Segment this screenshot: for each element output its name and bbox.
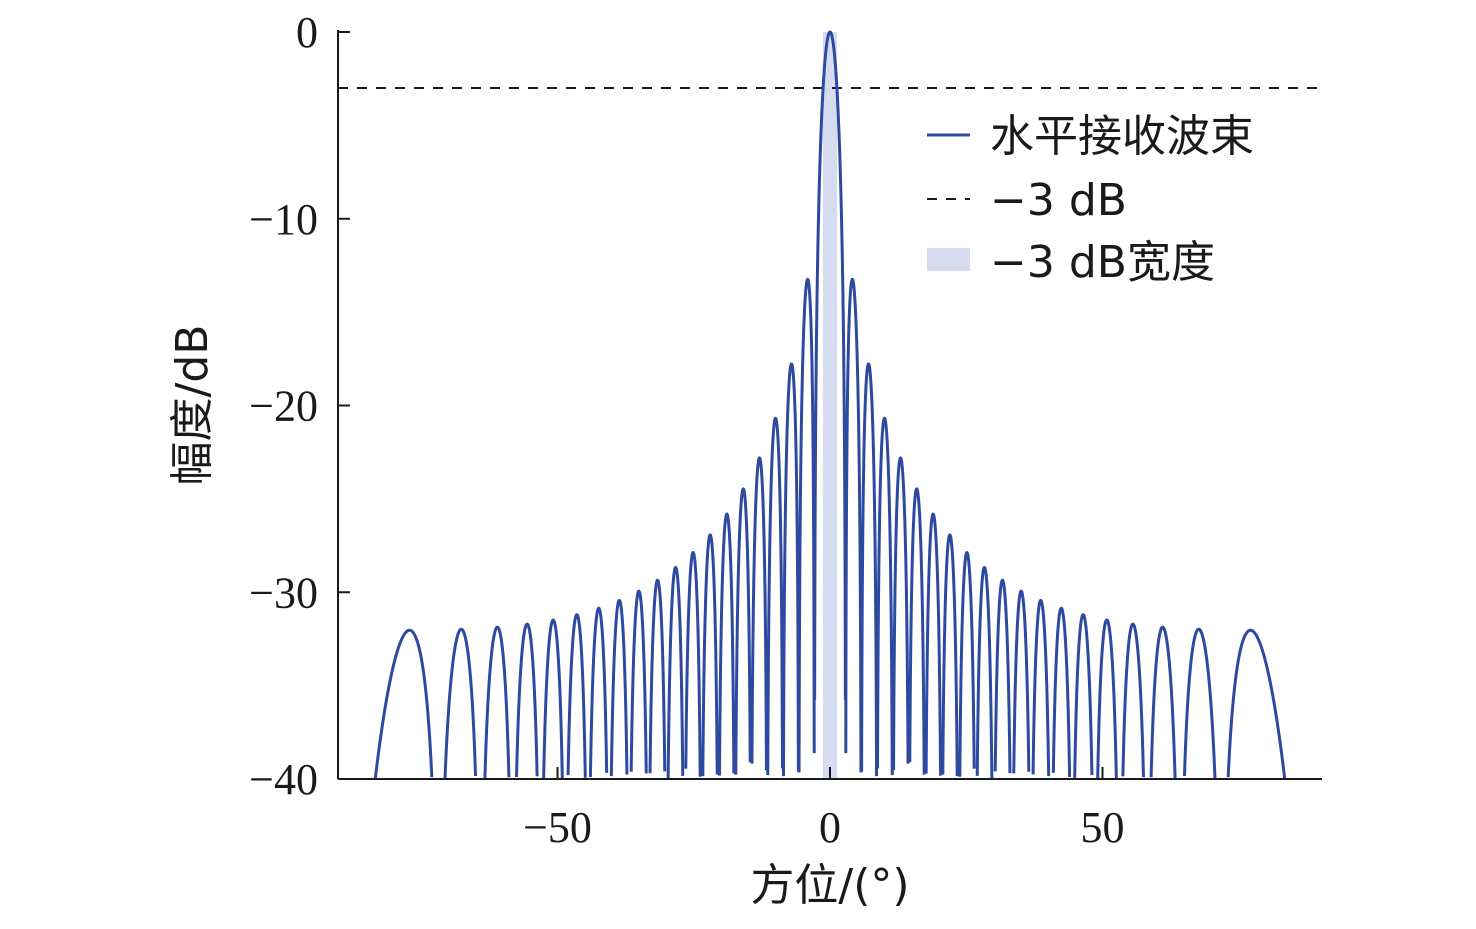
y-tick-label: −20 — [249, 382, 318, 431]
plot-area — [338, 30, 1322, 779]
y-tick-label: −10 — [249, 195, 318, 244]
ticks: 0 −10 −20 −30 −40 −50 0 50 — [249, 8, 1124, 852]
legend-label-beam: 水平接收波束 — [990, 111, 1254, 162]
y-tick-label: −30 — [249, 568, 318, 617]
shaded-3db-width — [822, 32, 838, 779]
legend-label-3db-width: −3 dB宽度 — [990, 237, 1215, 288]
y-tick-label: 0 — [296, 8, 318, 57]
y-axis-title: 幅度/dB — [167, 325, 218, 486]
x-tick-label: 0 — [819, 803, 841, 852]
beam-pattern-line — [373, 30, 1287, 779]
legend-swatch-3db-width — [927, 248, 970, 271]
y-tick-label: −40 — [249, 755, 318, 804]
x-axis-title: 方位/(°) — [750, 860, 909, 911]
x-tick-label: 50 — [1081, 803, 1125, 852]
legend: 水平接收波束 −3 dB −3 dB宽度 — [927, 111, 1254, 288]
legend-label-3db-line: −3 dB — [990, 175, 1127, 226]
x-tick-label: −50 — [523, 803, 592, 852]
